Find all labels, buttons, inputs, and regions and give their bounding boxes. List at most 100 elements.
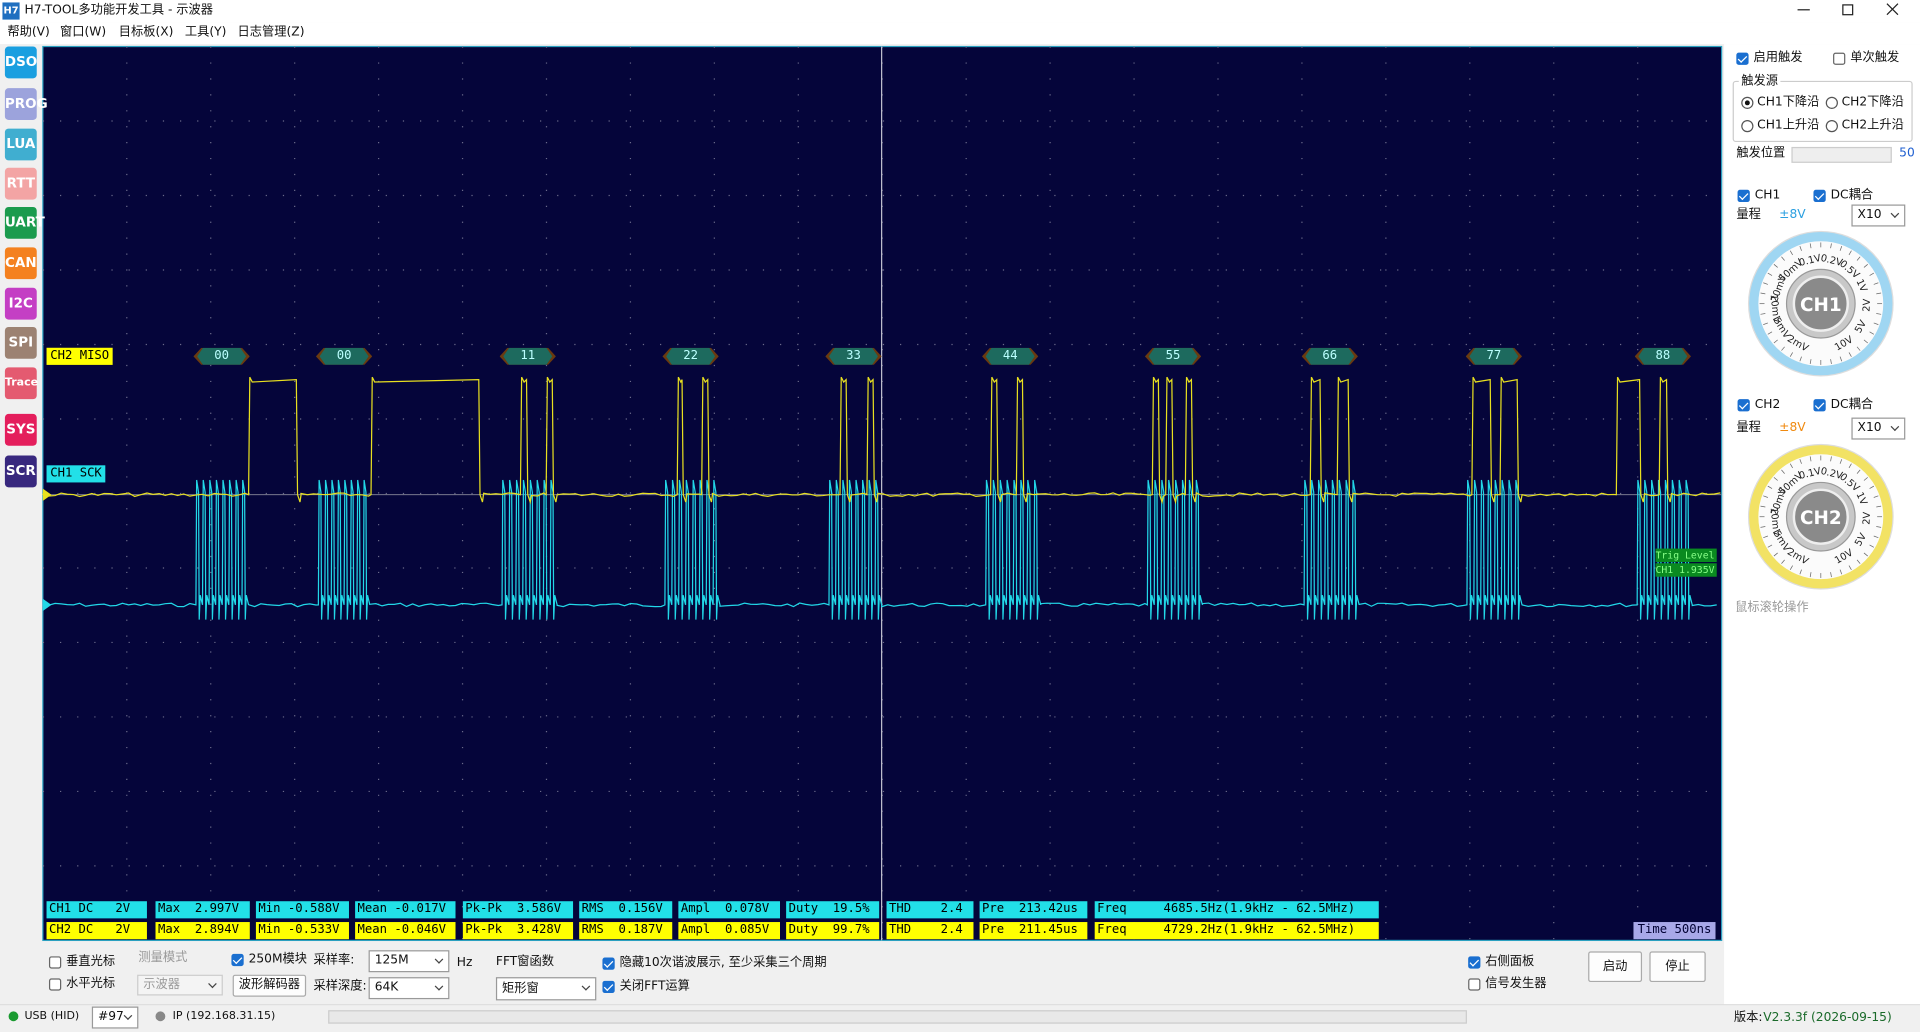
ch1-measure: CH1 DC 2V <box>46 901 147 919</box>
decode-label: 44 <box>985 347 1035 365</box>
ch2-probe[interactable]: X10 <box>1851 417 1906 440</box>
fft-window-value: 矩形窗 <box>502 981 539 995</box>
menu-item[interactable]: 帮助(V) <box>7 25 50 40</box>
ch2-measure: Max 2.894V <box>155 922 250 940</box>
enable-trigger[interactable] <box>1736 52 1749 65</box>
ch1-measure: Freq 4685.5Hz(1.9kHz - 62.5MHz) <box>1094 901 1379 919</box>
hide-harmonics-label: 隐藏10次谐波展示, 至少采集三个周期 <box>619 956 827 970</box>
ch1-coupling[interactable] <box>1813 189 1826 203</box>
ch1-label: CH1 SCK <box>46 465 106 483</box>
trigger-source-title: 触发源 <box>1738 73 1781 91</box>
dial-tick <box>1848 565 1852 570</box>
right-panel-toggle[interactable] <box>1468 956 1481 969</box>
single-trigger[interactable] <box>1833 52 1846 65</box>
dial-tick <box>1863 339 1868 344</box>
sidebar-icon[interactable]: SPI <box>4 326 37 359</box>
dial-tick <box>1767 331 1773 335</box>
ch1-probe[interactable]: X10 <box>1851 204 1906 227</box>
sidebar-icon[interactable]: SYS <box>4 413 37 446</box>
ch1-measure: Max 2.997V <box>155 901 250 919</box>
ch2-enable[interactable] <box>1737 399 1750 412</box>
dial-tick <box>1773 264 1778 268</box>
ch1-enable[interactable] <box>1737 189 1750 203</box>
trigger-source[interactable] <box>1741 96 1754 109</box>
trigger-source-label: CH2上升沿 <box>1841 118 1904 133</box>
dial-tick <box>1799 459 1802 464</box>
menu-item[interactable]: 目标板(X) <box>118 25 174 40</box>
ch1-enable-label: CH1 <box>1754 188 1781 203</box>
ch2-measure: Pk-Pk 3.428V <box>462 922 574 940</box>
dial-label: 1V <box>1853 278 1868 295</box>
decode-label: 00 <box>197 347 247 365</box>
app-icon: H7 <box>2 2 20 20</box>
close-fft-label: 关闭FFT运算 <box>619 979 690 994</box>
dial-tick <box>1856 559 1861 564</box>
sidebar-icon[interactable]: UART <box>4 206 45 239</box>
sample-depth-value: 64K <box>374 980 399 995</box>
sidebar-icon[interactable]: DSO <box>4 46 37 79</box>
sample-rate[interactable]: 125M <box>368 950 450 973</box>
sidebar-icon[interactable]: Trace <box>4 367 38 400</box>
trigger-source[interactable] <box>1825 96 1838 109</box>
time-base: Time 500ns <box>1633 922 1716 940</box>
hide-harmonics[interactable] <box>602 957 615 970</box>
dial-tick <box>1856 469 1861 474</box>
dial-tick <box>1781 346 1785 351</box>
sidebar-icon[interactable]: RTT <box>4 167 37 200</box>
ch2-enable-label: CH2 <box>1754 397 1781 412</box>
menu-item[interactable]: 工具(Y) <box>184 25 227 40</box>
stop-button[interactable]: 停止 <box>1649 951 1706 983</box>
title-bar <box>0 0 1920 23</box>
close-fft[interactable] <box>602 980 615 994</box>
menu-item[interactable]: 日志管理(Z) <box>237 25 305 40</box>
decode-label: 55 <box>1148 347 1198 365</box>
menu-item[interactable]: 窗口(W) <box>60 25 107 40</box>
trigger-source[interactable] <box>1741 120 1754 133</box>
menu-bar <box>0 22 1920 45</box>
trigger-source-label: CH1下降沿 <box>1757 95 1820 109</box>
sidebar-icon[interactable]: PROG <box>4 88 48 121</box>
start-button[interactable]: 启动 <box>1588 951 1643 983</box>
right-panel-toggle-label: 右侧面板 <box>1485 955 1535 969</box>
ch2-measure: CH2 DC 2V <box>46 922 147 940</box>
fft-window[interactable]: 矩形窗 <box>495 977 597 1001</box>
module-250m[interactable] <box>231 953 244 967</box>
ch1-measure: Min -0.588V <box>255 901 349 919</box>
ch1-range-label: 量程 <box>1736 208 1761 222</box>
dial-tick <box>1789 352 1793 357</box>
dial-tick <box>1873 282 1879 285</box>
sidebar-icon[interactable]: I2C <box>4 287 37 320</box>
sidebar-icon[interactable]: CAN <box>4 247 37 280</box>
fft-label: FFT窗函数 <box>495 955 555 969</box>
dial-tick <box>1760 505 1766 508</box>
trigger-position-value: 50 <box>1899 146 1915 161</box>
sidebar-icon[interactable]: SCR <box>4 455 37 488</box>
sample-rate-label: 采样率: <box>313 953 355 968</box>
single-trigger-label: 单次触发 <box>1850 51 1900 65</box>
hint: 鼠标滚轮操作 <box>1735 601 1809 615</box>
ch1-marker <box>42 598 52 612</box>
trigger-position-slider[interactable] <box>1791 146 1892 163</box>
usb-status: USB (HID) <box>24 1010 80 1023</box>
dial-tick <box>1863 552 1868 557</box>
ch2-range: ±8V <box>1779 421 1806 435</box>
dial-tick <box>1781 559 1785 564</box>
sample-rate-unit: Hz <box>456 956 473 970</box>
horizontal-cursor[interactable] <box>48 978 62 991</box>
ch2-coupling[interactable] <box>1813 399 1826 412</box>
dial-tick <box>1781 469 1785 474</box>
dial-tick <box>1767 485 1773 489</box>
vertical-cursor[interactable] <box>48 956 62 969</box>
dial-tick <box>1873 495 1879 498</box>
decoder-button[interactable]: 波形解码器 <box>232 974 307 997</box>
dial-tick <box>1763 322 1769 325</box>
sample-depth[interactable]: 64K <box>368 977 450 1000</box>
ch2-coupling-label: DC耦合 <box>1830 397 1874 412</box>
dial-name: CH2 <box>1800 508 1842 529</box>
port-select[interactable]: #97 <box>91 1006 139 1029</box>
signal-generator[interactable] <box>1468 978 1481 991</box>
dial-tick <box>1809 456 1812 462</box>
sidebar-icon[interactable]: LUA <box>4 128 37 161</box>
trigger-source[interactable] <box>1825 120 1838 133</box>
